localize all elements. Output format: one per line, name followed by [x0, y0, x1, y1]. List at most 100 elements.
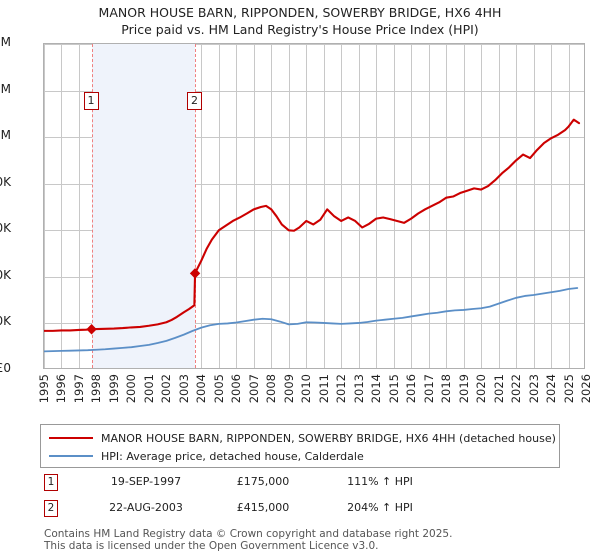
footer-line-1: Contains HM Land Registry data © Crown c… [44, 528, 453, 540]
transaction-price-1: £175,000 [236, 475, 290, 488]
price-history-chart [43, 43, 585, 369]
gridline-vertical [306, 44, 308, 368]
gridline-vertical [218, 44, 220, 368]
gridline-horizontal [44, 276, 584, 278]
gridline-vertical [236, 44, 238, 368]
footer-attribution: Contains HM Land Registry data © Crown c… [44, 528, 584, 552]
x-axis-tick-label: 2016 [404, 374, 419, 404]
gridline-vertical [533, 44, 535, 368]
legend-swatch-hpi [49, 455, 93, 457]
transactions-table: 1 19-SEP-1997 £175,000 111% ↑ HPI 2 22-A… [40, 472, 560, 524]
gridline-horizontal [44, 230, 584, 232]
series-layer [44, 118, 581, 353]
gridline-vertical [44, 44, 45, 368]
transaction-price-2: £415,000 [236, 501, 290, 514]
x-axis-tick-label: 2004 [194, 374, 209, 404]
transaction-hpi-2: 204% ↑ HPI [347, 501, 413, 514]
gridline-vertical [481, 44, 483, 368]
series-line-hpi [44, 287, 579, 353]
gridline-horizontal [44, 183, 584, 185]
gridline-vertical [288, 44, 290, 368]
transaction-hpi-1: 111% ↑ HPI [347, 475, 413, 488]
x-axis-tick-label: 2003 [176, 374, 191, 404]
legend-swatch-property [49, 437, 93, 439]
gridline-vertical [411, 44, 413, 368]
y-axis-tick-label: £800K [0, 174, 11, 189]
event-marker-box-2[interactable]: 2 [187, 92, 203, 110]
x-axis-tick-label: 1996 [54, 374, 69, 404]
x-axis-tick-label: 2021 [491, 374, 506, 404]
gridline-horizontal [44, 90, 584, 92]
gridline-vertical [516, 44, 518, 368]
gridline-horizontal [44, 137, 584, 139]
y-axis-tick-label: £600K [0, 221, 11, 236]
transaction-index-1: 1 [44, 474, 58, 491]
event-line-1 [91, 44, 93, 368]
x-axis-tick-label: 2010 [299, 374, 314, 404]
x-axis-tick-label: 2009 [281, 374, 296, 404]
x-axis-tick-label: 1995 [37, 374, 51, 404]
event-line-2 [195, 44, 197, 368]
x-axis-tick-label: 2014 [369, 374, 384, 404]
x-axis-tick-label: 1999 [106, 374, 121, 404]
x-axis-tick-label: 2002 [159, 374, 174, 404]
gridline-vertical [341, 44, 343, 368]
y-axis-tick-label: £1.2M [0, 81, 11, 96]
x-axis-tick-label: 2022 [509, 374, 524, 404]
x-axis-tick-label: 2018 [439, 374, 454, 404]
series-line-property [44, 118, 581, 332]
table-row: 2 22-AUG-2003 £415,000 204% ↑ HPI [40, 498, 560, 524]
event-marker-box-1[interactable]: 1 [83, 92, 99, 110]
gridline-vertical [428, 44, 430, 368]
chart-legend: MANOR HOUSE BARN, RIPPONDEN, SOWERBY BRI… [40, 424, 560, 468]
x-axis-tick-label: 2023 [526, 374, 541, 404]
x-axis-tick-label: 2017 [421, 374, 436, 404]
legend-label-property: MANOR HOUSE BARN, RIPPONDEN, SOWERBY BRI… [101, 431, 556, 445]
legend-item-hpi: HPI: Average price, detached house, Cald… [49, 447, 364, 465]
gridline-vertical [551, 44, 553, 368]
gridline-vertical [446, 44, 448, 368]
gridline-vertical [323, 44, 325, 368]
gridline-vertical [253, 44, 255, 368]
x-axis-tick-label: 2019 [456, 374, 471, 404]
sale-marker-1[interactable] [86, 324, 97, 335]
x-axis-tick-label: 2001 [141, 374, 156, 404]
x-axis-tick-label: 2026 [579, 374, 593, 404]
x-axis-tick-label: 2008 [264, 374, 279, 404]
x-axis-tick-label: 2020 [474, 374, 489, 404]
gridline-vertical [78, 44, 80, 368]
gridline-horizontal [44, 323, 584, 325]
sale-marker-2[interactable] [189, 268, 201, 279]
gridline-vertical [61, 44, 63, 368]
x-axis-tick-label: 2025 [561, 374, 576, 404]
transaction-date-1: 19-SEP-1997 [110, 475, 182, 488]
footer-line-2: This data is licensed under the Open Gov… [44, 540, 379, 552]
gridline-vertical [463, 44, 465, 368]
x-axis-tick-label: 2024 [544, 374, 559, 404]
highlight-band [91, 44, 196, 368]
y-axis-tick-label: £1.4M [0, 35, 11, 49]
legend-label-hpi: HPI: Average price, detached house, Cald… [101, 449, 364, 463]
y-axis-tick-label: £1M [0, 128, 11, 143]
x-axis-tick-label: 1998 [89, 374, 104, 404]
y-axis-tick-label: £200K [0, 314, 11, 329]
x-axis-tick-label: 2012 [334, 374, 349, 404]
x-axis-tick-label: 2005 [211, 374, 226, 404]
gridline-vertical [568, 44, 570, 368]
x-axis-tick-label: 2007 [246, 374, 261, 404]
gridline-vertical [498, 44, 500, 368]
x-axis-tick-label: 2015 [386, 374, 401, 404]
gridline-vertical [358, 44, 360, 368]
x-axis-tick-label: 2006 [229, 374, 244, 404]
x-axis-tick-label: 1997 [71, 374, 86, 404]
x-axis-tick-label: 2000 [124, 374, 139, 404]
x-axis-tick-label: 2011 [316, 374, 331, 404]
gridline-horizontal [44, 44, 584, 45]
y-axis-tick-label: £0 [0, 361, 11, 375]
title-line-2: Price paid vs. HM Land Registry's House … [121, 22, 479, 37]
page-title: MANOR HOUSE BARN, RIPPONDEN, SOWERBY BRI… [0, 4, 600, 38]
table-row: 1 19-SEP-1997 £175,000 111% ↑ HPI [40, 472, 560, 498]
x-axis-tick-label: 2013 [351, 374, 366, 404]
y-axis-tick-label: £400K [0, 267, 11, 282]
transaction-date-2: 22-AUG-2003 [109, 501, 183, 514]
